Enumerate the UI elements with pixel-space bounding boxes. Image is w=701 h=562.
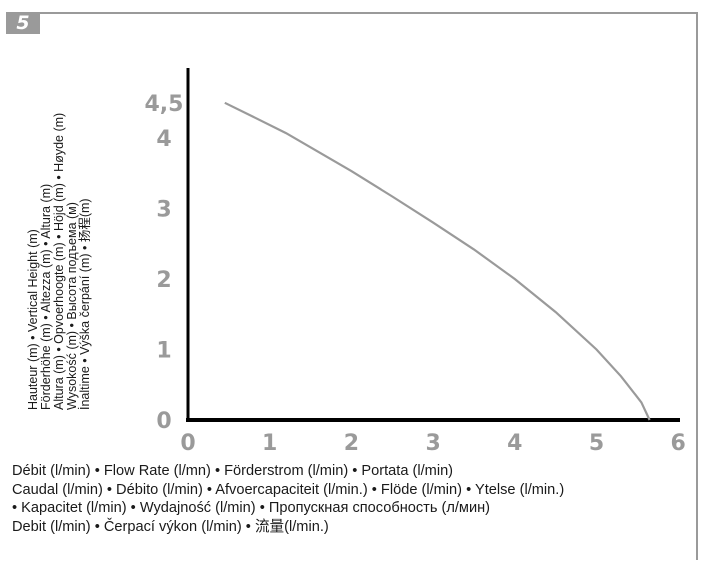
x-axis-label-line: Caudal (l/min) • Débito (l/min) • Afvoer…	[12, 481, 565, 498]
y-tick-label: 4	[156, 127, 171, 152]
y-tick-label: 2	[156, 268, 171, 293]
x-tick-label: 2	[344, 431, 359, 456]
x-axis-label-line: Débit (l/min) • Flow Rate (l/mn) • Förde…	[12, 463, 454, 479]
performance-curve	[224, 101, 651, 421]
x-tick-label: 0	[180, 431, 195, 456]
y-tick-label: 1	[156, 339, 171, 364]
x-axis-label-line: • Kapacitet (l/min) • Wydajność (l/min) …	[12, 500, 491, 516]
x-tick-label: 6	[671, 431, 686, 456]
x-axis-label-line: Debit (l/min) • Čerpací výkon (l/min) • …	[12, 518, 329, 535]
x-tick-label: 4	[507, 431, 522, 456]
x-tick-label: 5	[589, 431, 604, 456]
y-tick-label: 0	[156, 409, 171, 434]
figure-number-badge: 5	[6, 12, 40, 34]
figure-frame	[6, 12, 698, 560]
x-tick-label: 3	[425, 431, 440, 456]
x-tick-label: 1	[262, 431, 277, 456]
x-axis-label: Débit (l/min) • Flow Rate (l/mn) • Förde…	[12, 462, 564, 536]
y-tick-label: 3	[156, 198, 171, 223]
y-tick-label: 4,5	[145, 92, 184, 117]
tick-labels: 0 1 2 3 4 5 6 0 1 2 3 4 4,5	[145, 92, 686, 456]
